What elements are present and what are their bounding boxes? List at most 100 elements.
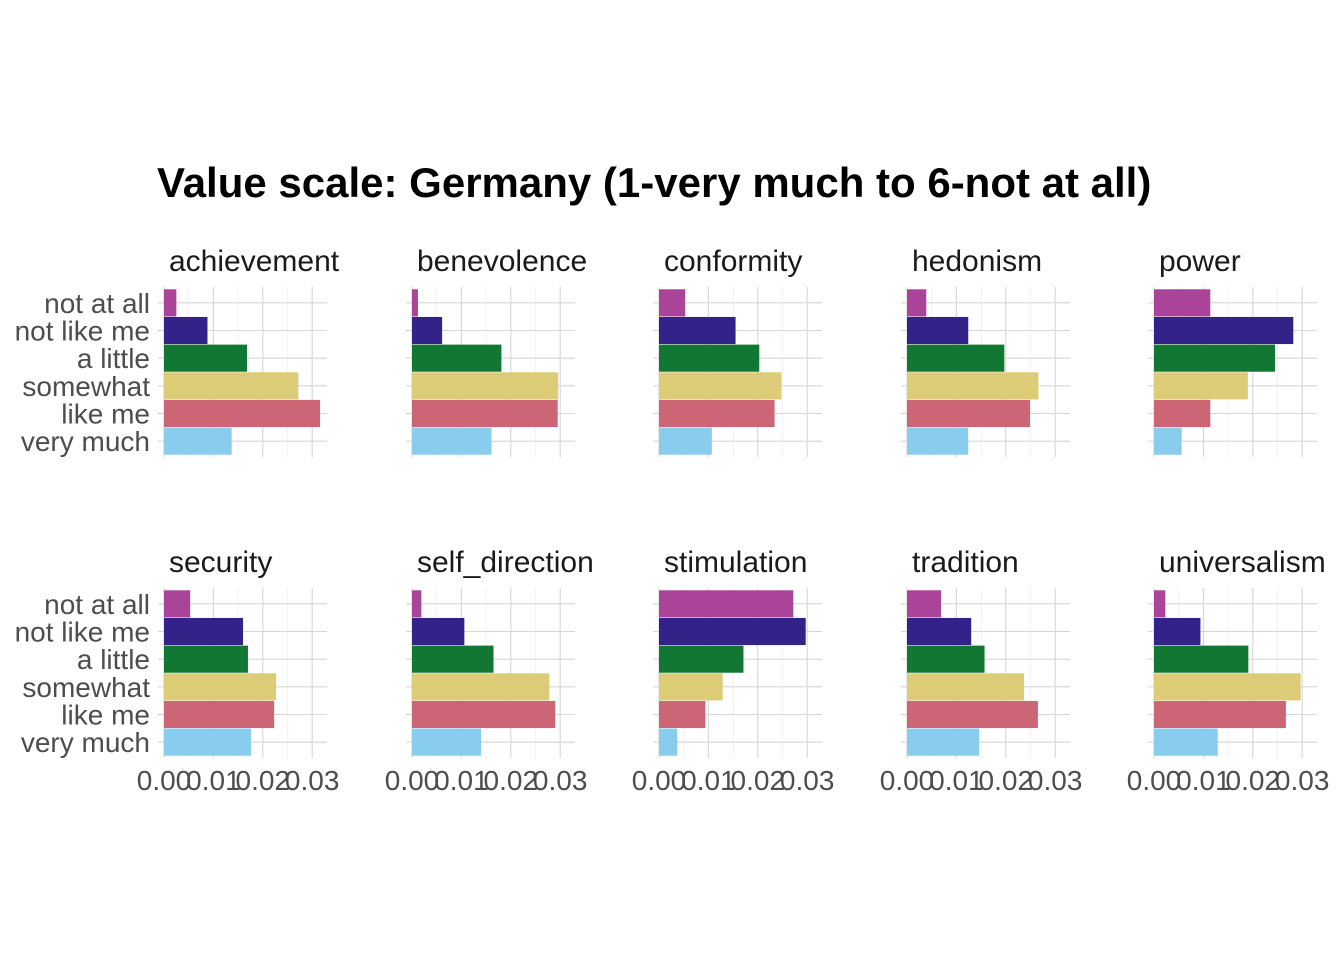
facet-title: tradition [912,546,1019,579]
bar-power-not-at-all [1154,289,1211,317]
bar-hedonism-like-me [907,399,1030,428]
bar-security-not-like-me [164,617,244,646]
bar-hedonism-somewhat [907,372,1039,400]
bar-universalism-not-at-all [1154,590,1166,618]
bar-benevolence-very-much [412,427,492,455]
chart-title: Value scale: Germany (1-very much to 6-n… [157,159,1151,206]
y-tick-label: a little [77,343,150,374]
bar-achievement-a-little [164,344,247,372]
bar-security-not-at-all [164,590,191,618]
facet-universalism: universalism 0.000.010.020.03 [1127,546,1330,796]
facet-title: achievement [169,245,340,278]
bar-universalism-not-like-me [1154,617,1201,646]
bar-achievement-somewhat [164,372,299,400]
x-tick-label: 0.01 [929,765,984,796]
x-tick-label: 0.02 [1226,765,1281,796]
x-tick-label: 0.02 [731,765,786,796]
bar-conformity-a-little [659,344,760,372]
bar-achievement-like-me [164,399,321,428]
facet-title: benevolence [417,245,587,278]
bar-conformity-not-like-me [659,316,736,345]
y-tick-label: like me [61,700,150,731]
bar-conformity-like-me [659,399,775,428]
bar-benevolence-somewhat [412,372,559,400]
facet-title: conformity [664,245,802,278]
x-tick-label: 0.03 [285,765,340,796]
facet-benevolence: benevolence [406,245,587,457]
bar-achievement-not-at-all [164,289,177,317]
facet-power: power [1148,245,1317,457]
x-tick-label: 0.00 [137,765,192,796]
bar-self-direction-like-me [412,700,556,729]
facet-tradition: tradition 0.000.010.020.03 [880,546,1083,796]
bar-tradition-like-me [907,700,1038,729]
x-tick-label: 0.01 [186,765,241,796]
y-tick-label: very much [21,727,150,758]
y-tick-label: not like me [15,316,150,347]
bar-self-direction-a-little [412,645,494,673]
x-tick-label: 0.00 [632,765,687,796]
facet-title: universalism [1159,546,1326,579]
y-tick-label: not like me [15,617,150,648]
bar-tradition-a-little [907,645,985,673]
x-tick-label: 0.01 [434,765,489,796]
bar-stimulation-not-like-me [659,617,806,646]
bar-stimulation-a-little [659,645,744,673]
bar-stimulation-like-me [659,700,706,729]
bar-conformity-not-at-all [659,289,686,317]
bar-tradition-not-like-me [907,617,972,646]
bar-tradition-somewhat [907,673,1025,701]
bar-power-very-much [1154,427,1182,455]
y-tick-label: not at all [44,288,150,319]
x-tick-label: 0.02 [979,765,1034,796]
y-tick-label: like me [61,399,150,430]
bar-hedonism-a-little [907,344,1005,372]
bar-self-direction-not-like-me [412,617,465,646]
bar-stimulation-not-at-all [659,590,794,618]
x-tick-label: 0.01 [1176,765,1231,796]
bar-benevolence-a-little [412,344,502,372]
bar-conformity-very-much [659,427,712,455]
bar-achievement-very-much [164,427,232,455]
bar-tradition-not-at-all [907,590,942,618]
x-tick-label: 0.02 [236,765,291,796]
x-tick-label: 0.01 [681,765,736,796]
y-tick-label: a little [77,644,150,675]
bar-benevolence-not-at-all [412,289,418,317]
facet-title: stimulation [664,546,807,579]
bar-achievement-not-like-me [164,316,208,345]
bar-self-direction-somewhat [412,673,550,701]
facet-self-direction: self_direction 0.000.010.020.03 [385,546,594,796]
facet-title: self_direction [417,546,594,579]
bar-power-like-me [1154,399,1211,428]
bar-stimulation-very-much [659,728,678,756]
bar-security-very-much [164,728,251,756]
bar-security-a-little [164,645,248,673]
bar-power-a-little [1154,344,1276,372]
y-tick-label: very much [21,426,150,457]
facet-hedonism: hedonism [901,245,1070,457]
bar-benevolence-not-like-me [412,316,443,345]
bar-security-somewhat [164,673,277,701]
bar-conformity-somewhat [659,372,782,400]
y-tick-label: not at all [44,589,150,620]
y-tick-label: somewhat [22,672,150,703]
bar-power-somewhat [1154,372,1248,400]
x-tick-label: 0.00 [880,765,935,796]
bar-power-not-like-me [1154,316,1294,345]
bar-universalism-somewhat [1154,673,1301,701]
y-tick-label: somewhat [22,371,150,402]
x-tick-label: 0.02 [484,765,539,796]
x-tick-label: 0.00 [1127,765,1182,796]
bar-tradition-very-much [907,728,980,756]
x-tick-label: 0.00 [385,765,440,796]
x-tick-label: 0.03 [1275,765,1330,796]
bar-universalism-very-much [1154,728,1218,756]
facet-conformity: conformity [653,245,822,457]
bar-self-direction-very-much [412,728,482,756]
x-tick-label: 0.03 [1028,765,1083,796]
facet-title: security [169,546,272,579]
